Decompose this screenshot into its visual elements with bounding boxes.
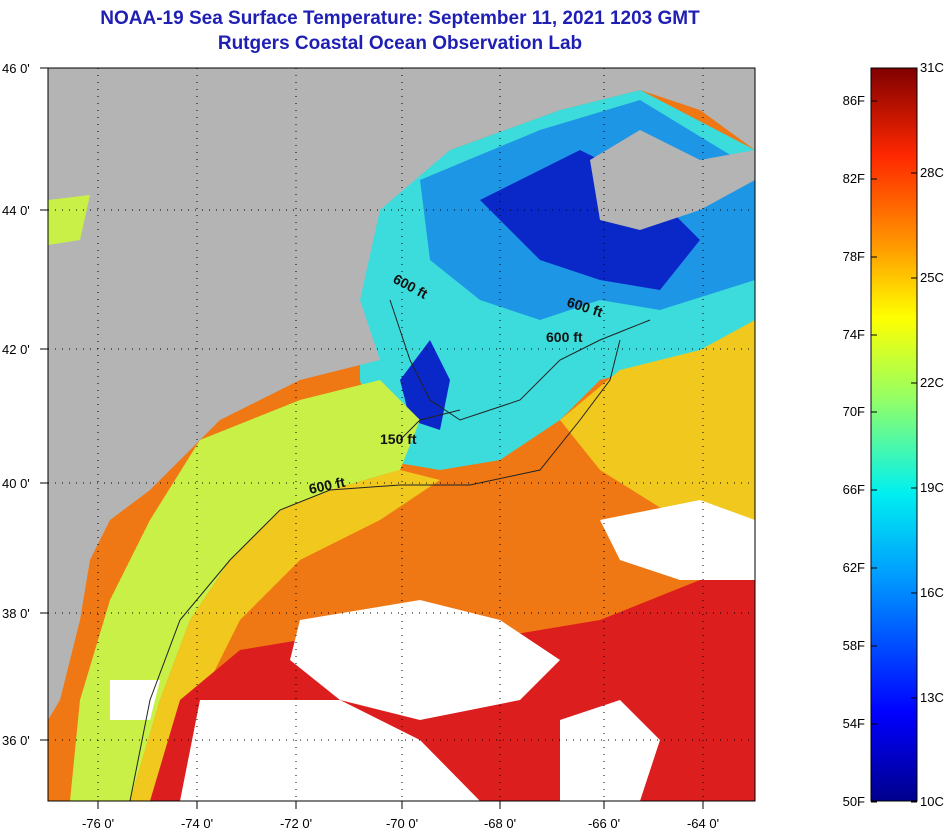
contour-label: 600 ft [546,329,583,345]
celsius-label: 19C [920,480,944,495]
celsius-label: 10C [920,794,944,809]
fahrenheit-label: 70F [843,404,865,419]
contour-label: 600 ft [307,474,346,497]
lon-tick-label: -66 0' [588,816,620,831]
lon-tick-label: -64 0' [687,816,719,831]
celsius-label: 13C [920,690,944,705]
map-area [48,68,755,801]
cloud-patch [560,700,660,801]
lat-tick-label: 44 0' [2,203,30,218]
slope-water-warm [560,320,755,560]
axis-labels: -76 0' -74 0' -72 0' -70 0' -68 0' -66 0' -64 … [2,61,719,831]
fahrenheit-label: 86F [843,93,865,108]
fahrenheit-label: 78F [843,249,865,264]
isobath-600ft [129,339,621,801]
celsius-label: 28C [920,165,944,180]
cloud-patch [110,680,160,720]
celsius-label: 16C [920,585,944,600]
fahrenheit-label: 54F [843,716,865,731]
fahrenheit-label: 74F [843,327,865,342]
lat-tick-label: 38 0' [2,606,30,621]
isobath-600ft [389,299,651,421]
lon-tick-label: -76 0' [82,816,114,831]
celsius-label: 22C [920,375,944,390]
land-mass [48,68,755,720]
shelf-water [70,380,420,801]
nova-scotia-land [590,130,755,230]
lon-tick-label: -74 0' [181,816,213,831]
lon-tick-label: -68 0' [484,816,516,831]
lat-tick-label: 42 0' [2,342,30,357]
contour-label: 150 ft [380,431,417,447]
lat-tick-label: 46 0' [2,61,30,76]
colorbar [870,67,918,802]
cloud-patch [180,700,480,801]
cloud-patch [290,600,560,720]
cloud-patch [600,500,755,580]
graticule [40,67,755,809]
lake-patch [48,195,90,245]
isobath-150ft [399,409,461,441]
map-title: NOAA-19 Sea Surface Temperature: Septemb… [100,8,700,29]
fahrenheit-label: 62F [843,560,865,575]
lon-tick-label: -70 0' [386,816,418,831]
lat-tick-label: 36 0' [2,733,30,748]
celsius-label: 31C [920,60,944,75]
map-subtitle: Rutgers Coastal Ocean Observation Lab [217,33,583,54]
cape-cod-bay-cold [400,340,450,430]
fahrenheit-label: 58F [843,638,865,653]
celsius-label: 25C [920,270,944,285]
fahrenheit-label: 50F [843,794,865,809]
lon-tick-label: -72 0' [280,816,312,831]
fahrenheit-label: 66F [843,482,865,497]
colorbar-labels: 86F 82F 78F 74F 70F 66F 62F 58F 54F 50F 31C 28C 25C 2… [843,60,944,809]
fahrenheit-label: 82F [843,171,865,186]
lat-tick-label: 40 0' [2,476,30,491]
